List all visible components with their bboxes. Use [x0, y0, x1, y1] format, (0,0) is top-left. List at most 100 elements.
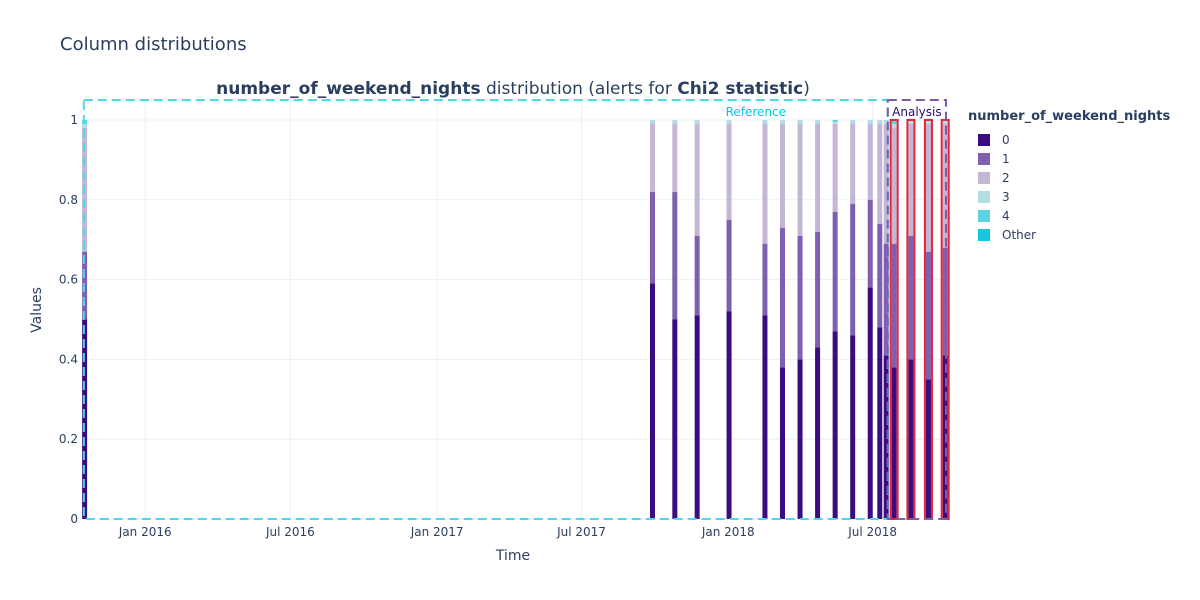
bar-segment-1 — [867, 199, 873, 288]
bar-segment-0 — [726, 311, 732, 519]
chart-title-part: number_of_weekend_nights — [216, 79, 480, 99]
bar-segment-1 — [649, 191, 655, 284]
x-axis-label: Time — [495, 548, 530, 564]
bar-segment-3 — [694, 119, 700, 124]
bar-segment-0 — [82, 319, 88, 519]
legend: number_of_weekend_nights 0 1 2 3 4 Other — [968, 109, 1170, 242]
bar-segment-3 — [867, 119, 873, 124]
figure-title: Column distributions — [60, 34, 247, 55]
bar-segment-2 — [867, 123, 873, 200]
bar-segment-3 — [832, 121, 838, 124]
bar-segment-2 — [797, 123, 803, 236]
bar-segment-0 — [649, 283, 655, 519]
bar-segment-1 — [694, 235, 700, 316]
bar-segment-2 — [891, 127, 897, 244]
bar-segment-2 — [883, 123, 889, 244]
bar-segment-2 — [815, 123, 821, 232]
x-axis: Jan 2016 Jul 2016 Jan 2017 Jul 2017 Jan 2018… — [118, 525, 897, 539]
bar-segment-0 — [925, 379, 931, 519]
bar-segment-2 — [726, 123, 732, 220]
chart-title: number_of_weekend_nights distribution (a… — [216, 79, 810, 99]
y-tick-label: 0.6 — [59, 273, 78, 287]
bar-segment-3 — [797, 119, 803, 124]
bar-segment-1 — [891, 243, 897, 368]
bar-segment-4 — [891, 119, 897, 124]
chart-title-part: distribution (alerts for — [481, 79, 678, 99]
bar-segment-3 — [726, 119, 732, 124]
x-tick-label: Jul 2016 — [265, 525, 315, 539]
y-tick-label: 0 — [70, 512, 78, 526]
bar-segment-3 — [779, 119, 785, 124]
legend-swatch — [978, 134, 990, 146]
bar-segment-2 — [832, 123, 838, 212]
bar-segment-3 — [815, 119, 821, 124]
bar-segment-2 — [649, 123, 655, 192]
bar-segment-3 — [762, 119, 768, 124]
bar-segment-0 — [779, 367, 785, 519]
period-boxes: Reference Analysis — [82, 99, 947, 520]
legend-title: number_of_weekend_nights — [968, 109, 1170, 124]
alert-outline — [889, 118, 899, 520]
x-tick-label: Jan 2017 — [410, 525, 464, 539]
bar-segment-1 — [797, 235, 803, 360]
legend-label: 1 — [1002, 152, 1010, 166]
legend-swatch — [978, 153, 990, 165]
bar-segment-3 — [925, 119, 931, 124]
bar-segment-3 — [850, 119, 856, 124]
legend-label: 3 — [1002, 190, 1010, 204]
bar-segment-3 — [942, 119, 948, 124]
bar-segment-3 — [877, 119, 883, 124]
bar-segment-0 — [815, 347, 821, 519]
chart-title-part: Chi2 statistic — [677, 79, 803, 99]
bar-segment-0 — [891, 367, 897, 519]
x-tick-label: Jan 2018 — [701, 525, 755, 539]
y-axis-label: Values — [29, 287, 45, 333]
bar-segment-2 — [877, 123, 883, 224]
bar-segment-3 — [908, 119, 914, 124]
bar-segment-2 — [908, 123, 914, 236]
bar-segment-1 — [726, 219, 732, 312]
bar-segment-2 — [925, 123, 931, 252]
bar-segment-1 — [779, 227, 785, 368]
bar-segment-2 — [850, 123, 856, 204]
bar-segment-0 — [877, 327, 883, 519]
legend-label: 4 — [1002, 209, 1010, 223]
y-tick-label: 0.4 — [59, 352, 78, 366]
bar-segment-0 — [850, 335, 856, 519]
bar-segment-0 — [694, 315, 700, 519]
bar-segment-1 — [883, 243, 889, 356]
bar-segment-3 — [891, 123, 897, 128]
period-label-reference: Reference — [726, 105, 786, 119]
bar-segment-1 — [815, 231, 821, 348]
legend-label: 0 — [1002, 133, 1010, 147]
bars — [82, 118, 950, 520]
bar-segment-2 — [762, 123, 768, 244]
legend-swatch — [978, 229, 990, 241]
bar-segment-3 — [672, 119, 678, 124]
legend-label: Other — [1002, 228, 1036, 242]
y-tick-label: 0.2 — [59, 432, 78, 446]
legend-swatch — [978, 210, 990, 222]
bar-segment-0 — [908, 359, 914, 519]
bar-segment-4 — [832, 119, 838, 122]
x-tick-label: Jul 2018 — [847, 525, 897, 539]
period-label-analysis: Analysis — [892, 105, 941, 119]
y-tick-label: 0.8 — [59, 193, 78, 207]
legend-label: 2 — [1002, 171, 1010, 185]
bar-segment-1 — [877, 223, 883, 328]
bar-segment-0 — [883, 355, 889, 519]
bar-segment-1 — [672, 191, 678, 320]
legend-swatch — [978, 191, 990, 203]
bar-segment-0 — [672, 319, 678, 519]
bar-segment-0 — [867, 287, 873, 519]
bar-segment-2 — [672, 123, 678, 192]
bar-segment-1 — [908, 235, 914, 360]
bar-segment-0 — [797, 359, 803, 519]
bar-segment-3 — [649, 119, 655, 124]
x-tick-label: Jan 2016 — [118, 525, 172, 539]
legend-swatch — [978, 172, 990, 184]
bar-segment-1 — [925, 251, 931, 380]
bar-segment-1 — [850, 203, 856, 336]
bar-segment-0 — [832, 331, 838, 519]
